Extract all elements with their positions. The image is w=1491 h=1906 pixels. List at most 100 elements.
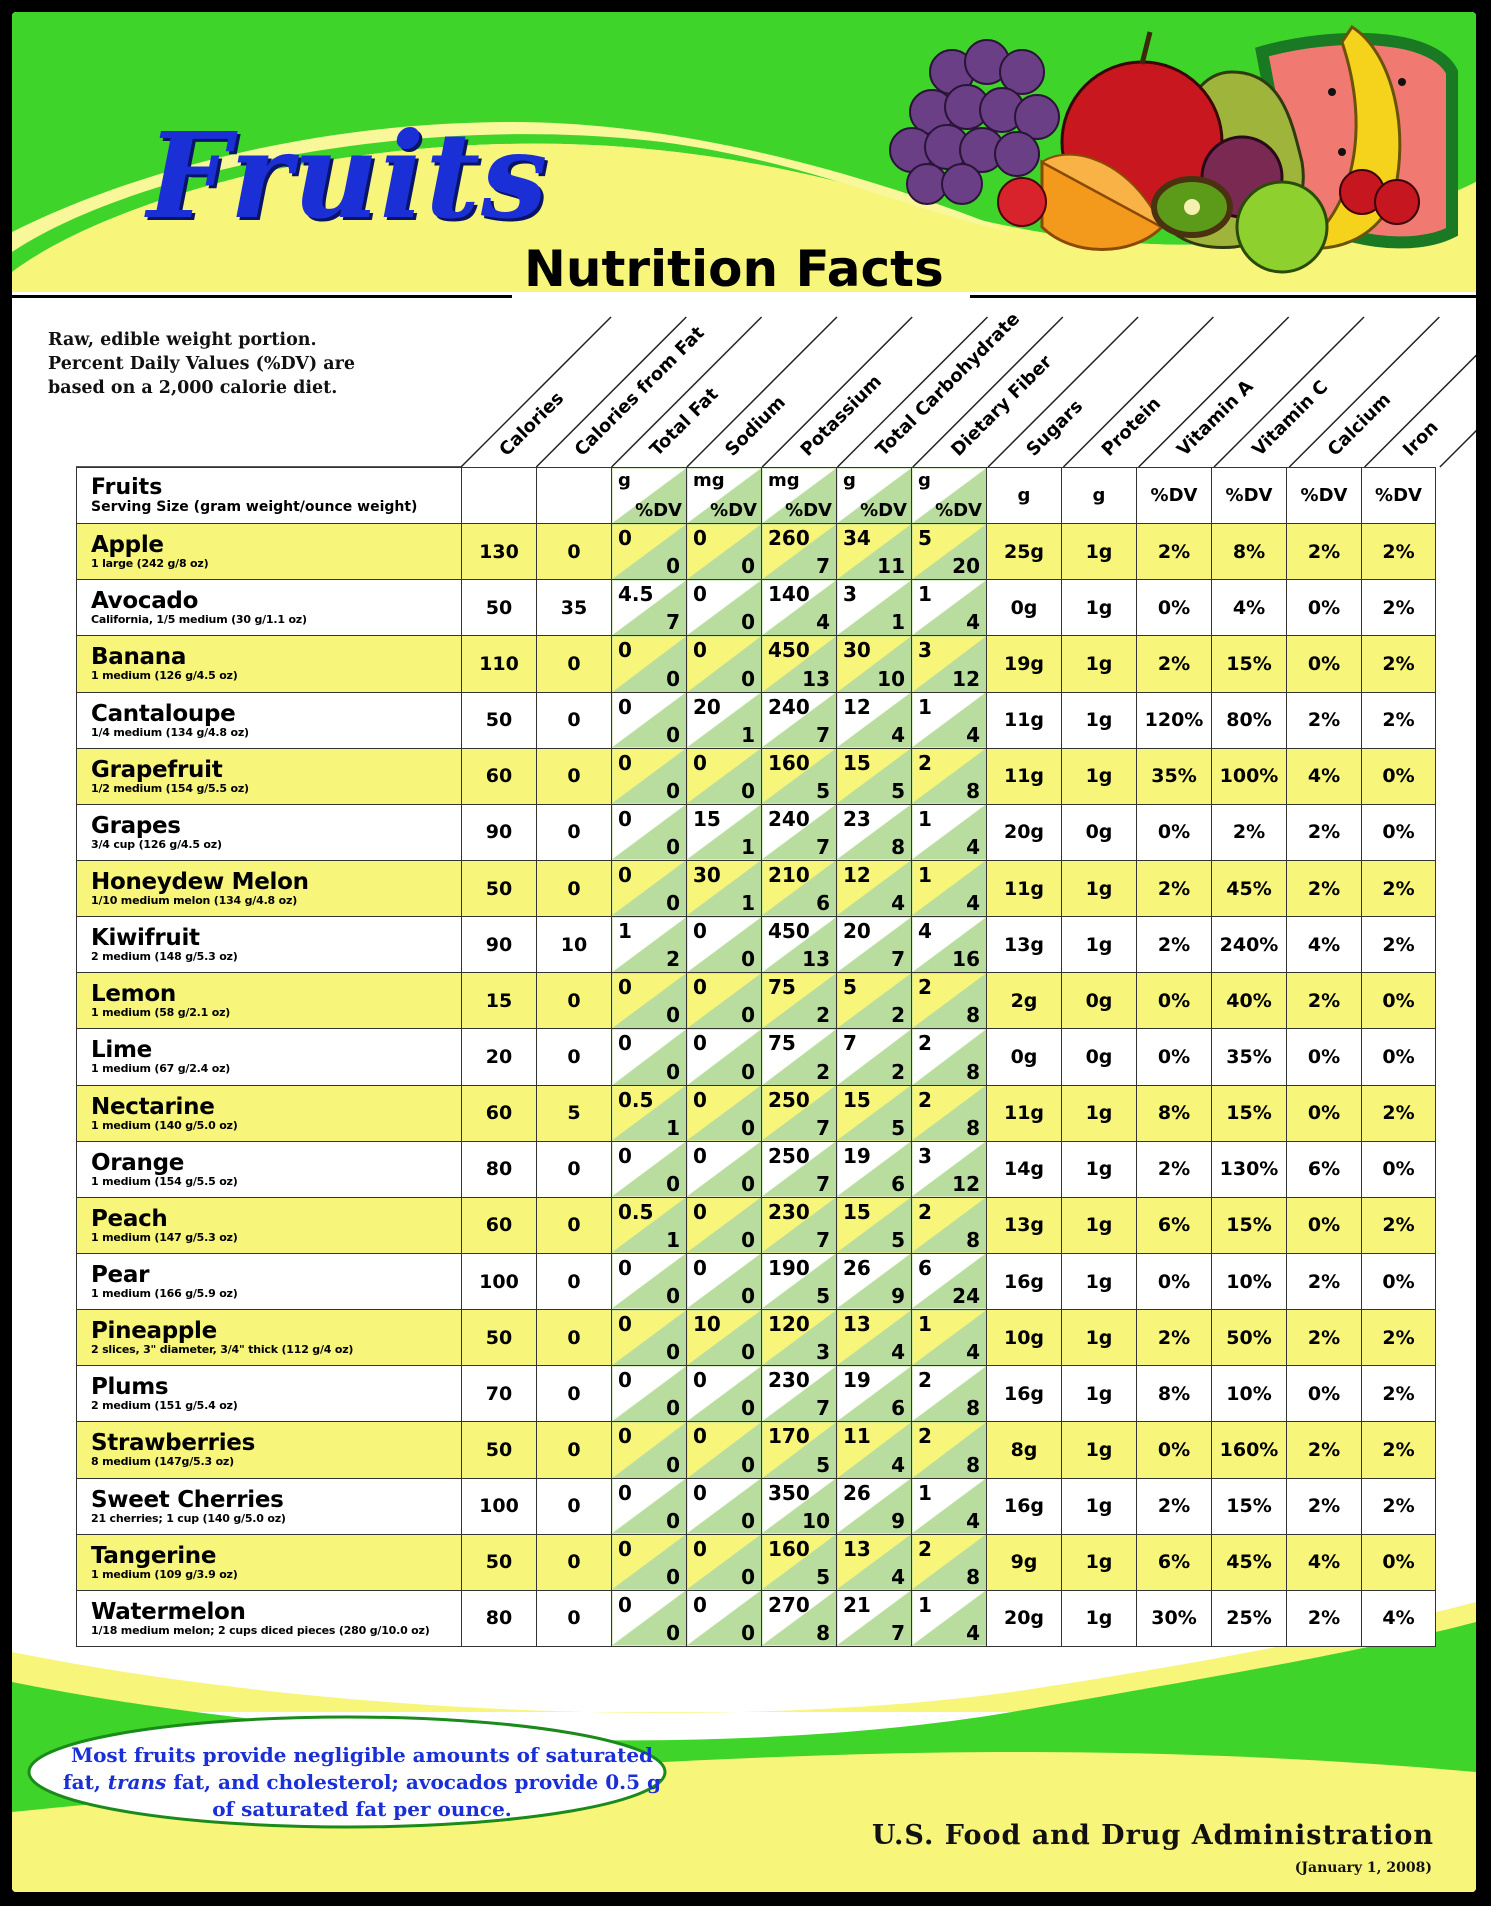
- fruit-name: Lemon: [91, 981, 176, 1008]
- calories-from-fat-cell: 0: [536, 691, 612, 749]
- sugars-cell: 14g: [986, 1140, 1062, 1198]
- fat-amount: 4.5: [618, 582, 654, 607]
- header-calories-fat-cell: [536, 466, 612, 525]
- fiber-dv: 24: [952, 1284, 980, 1309]
- potassium-cell: 270 8: [761, 1589, 837, 1648]
- sugars-cell: 11g: [986, 691, 1062, 749]
- header-divider: [535, 316, 687, 468]
- fiber-amount: 6: [918, 1255, 932, 1280]
- table-row: Watermelon 1/18 medium melon; 2 cups dice…: [76, 1589, 1436, 1648]
- carb-amount: 20: [843, 919, 871, 944]
- calories-from-fat-cell: 0: [536, 1365, 612, 1423]
- sodium-cell: 30 1: [686, 859, 762, 918]
- vit_a-cell: 0%: [1136, 972, 1212, 1030]
- fruit-name-cell: Apple 1 large (242 g/8 oz): [76, 523, 462, 581]
- fruit-name-cell: Sweet Cherries 21 cherries; 1 cup (140 g/…: [76, 1477, 462, 1535]
- carb-amount: 19: [843, 1368, 871, 1393]
- fruit-name: Watermelon: [91, 1598, 246, 1625]
- table-row: Grapes 3/4 cup (126 g/4.5 oz) 90 0 0 0 15 1 240 7…: [76, 803, 1436, 861]
- calcium-cell: 0%: [1286, 579, 1362, 637]
- fiber-dv: 8: [966, 778, 980, 803]
- header-unit: g: [843, 470, 856, 491]
- fiber-amount: 2: [918, 750, 932, 775]
- fruit-name: Apple: [91, 532, 164, 559]
- protein-cell: 1g: [1061, 1477, 1137, 1535]
- sodium-dv: 1: [741, 891, 755, 916]
- fruit-name-cell: Watermelon 1/18 medium melon; 2 cups dice…: [76, 1589, 462, 1648]
- fiber-cell: 6 24: [911, 1252, 987, 1311]
- footnote-oval: [27, 1715, 667, 1829]
- carb-cell: 15 5: [836, 1196, 912, 1254]
- carb-cell: 23 8: [836, 803, 912, 861]
- table-row: Avocado California, 1/5 medium (30 g/1.1 …: [76, 579, 1436, 637]
- potassium-amount: 210: [768, 862, 810, 887]
- sodium-amount: 0: [693, 1031, 707, 1056]
- fiber-dv: 4: [966, 1340, 980, 1365]
- grapes-illustration: [889, 39, 1060, 205]
- carb-dv: 1: [891, 610, 905, 635]
- potassium-amount: 240: [768, 694, 810, 719]
- fat-amount: 0: [618, 526, 632, 551]
- header-divider: [761, 316, 913, 468]
- fiber-cell: 5 20: [911, 523, 987, 581]
- vit_c-cell: 50%: [1211, 1309, 1287, 1367]
- iron-cell: 2%: [1361, 1196, 1436, 1254]
- carb-cell: 13 4: [836, 1309, 912, 1367]
- intro-line: based on a 2,000 calorie diet.: [48, 378, 338, 398]
- header-divider: [686, 316, 838, 468]
- serving-size: 2 medium (148 g/5.3 oz): [91, 950, 238, 964]
- carb-cell: 26 9: [836, 1252, 912, 1311]
- potassium-dv: 5: [816, 778, 830, 803]
- calories-from-fat-cell: 35: [536, 579, 612, 637]
- fruit-name-cell: Lime 1 medium (67 g/2.4 oz): [76, 1028, 462, 1086]
- calories-from-fat-cell: 0: [536, 1309, 612, 1367]
- footer-yellow-top: [12, 1602, 1476, 1713]
- fruit-name: Pear: [91, 1262, 150, 1289]
- sugars-cell: 13g: [986, 1196, 1062, 1254]
- intro-line: Raw, edible weight portion.: [48, 330, 317, 350]
- table-row: Pineapple 2 slices, 3" diameter, 3/4" thi…: [76, 1309, 1436, 1367]
- vit_c-cell: 130%: [1211, 1140, 1287, 1198]
- potassium-cell: 190 5: [761, 1252, 837, 1311]
- fruit-name: Orange: [91, 1149, 185, 1176]
- serving-size: 2 slices, 3" diameter, 3/4" thick (112 g…: [91, 1343, 354, 1357]
- fat-amount: 0: [618, 1536, 632, 1561]
- column-header-label: Vitamin C: [1248, 377, 1332, 461]
- fiber-amount: 1: [918, 1480, 932, 1505]
- calcium-cell: 2%: [1286, 691, 1362, 749]
- fat-dv: 0: [666, 1621, 680, 1645]
- calcium-cell: 6%: [1286, 1140, 1362, 1198]
- fiber-dv: 8: [966, 1115, 980, 1140]
- table-row: Strawberries 8 medium (147g/5.3 oz) 50 0 0 0 0…: [76, 1421, 1436, 1479]
- fiber-amount: 1: [918, 1312, 932, 1337]
- fiber-amount: 4: [918, 919, 932, 944]
- potassium-cell: 350 10: [761, 1477, 837, 1535]
- header-calories-cell: [461, 466, 537, 525]
- potassium-cell: 240 7: [761, 803, 837, 861]
- header-unit: mg: [768, 470, 800, 491]
- source-agency: U.S. Food and Drug Administration: [871, 1820, 1434, 1851]
- potassium-amount: 240: [768, 806, 810, 831]
- vit_a-cell: 8%: [1136, 1365, 1212, 1423]
- sodium-dv: 0: [741, 1227, 755, 1252]
- iron-cell: 2%: [1361, 1421, 1436, 1479]
- header-unit-cell: g: [986, 466, 1062, 525]
- carb-dv: 6: [891, 1396, 905, 1421]
- carb-amount: 7: [843, 1031, 857, 1056]
- fruit-name: Plums: [91, 1374, 169, 1401]
- potassium-amount: 160: [768, 1536, 810, 1561]
- iron-cell: 2%: [1361, 1477, 1436, 1535]
- fruit-name-cell: Plums 2 medium (151 g/5.4 oz): [76, 1365, 462, 1423]
